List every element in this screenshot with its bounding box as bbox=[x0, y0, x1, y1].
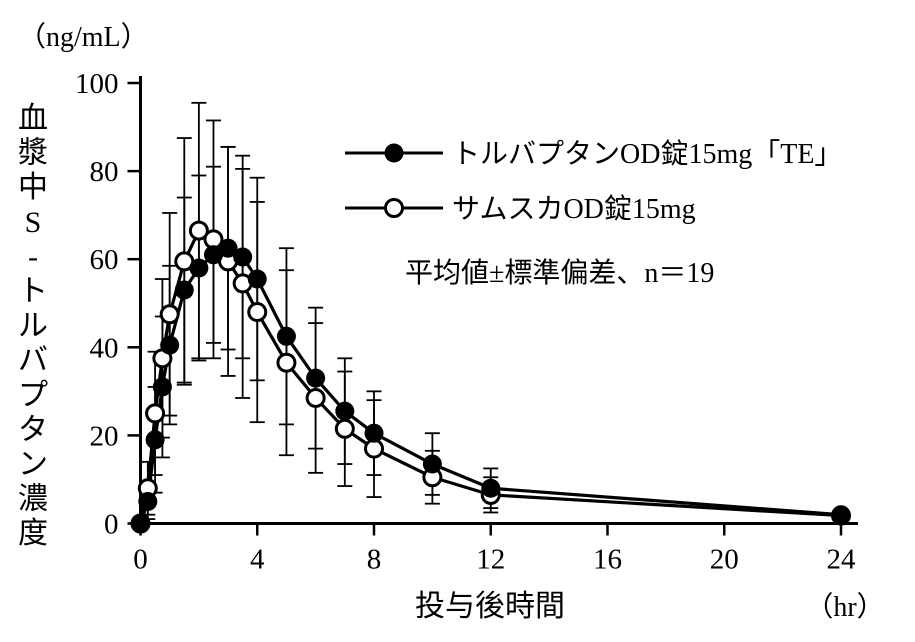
data-point-filled-circle bbox=[138, 491, 158, 511]
legend-label: サムスカOD錠15mg bbox=[452, 193, 696, 225]
data-point-filled-circle bbox=[481, 478, 501, 498]
x-axis-title: 投与後時間 bbox=[415, 590, 565, 623]
y-tick-label: 40 bbox=[90, 332, 119, 364]
data-point-filled-circle bbox=[152, 377, 172, 397]
y-axis-title-char: ン bbox=[18, 448, 48, 481]
x-axis-unit-label: （hr） bbox=[805, 591, 884, 623]
y-axis-title-char: ル bbox=[18, 310, 48, 343]
data-point-filled-circle bbox=[276, 326, 296, 346]
legend-marker-open-circle bbox=[384, 198, 404, 218]
data-point-filled-circle bbox=[160, 335, 180, 355]
data-point-open-circle bbox=[188, 220, 209, 241]
y-axis-title-char: 濃 bbox=[18, 483, 48, 516]
y-axis-title-char: タ bbox=[18, 413, 48, 446]
x-tick-label: 12 bbox=[476, 544, 505, 576]
x-tick-label: 20 bbox=[710, 544, 739, 576]
data-point-filled-circle bbox=[233, 247, 253, 267]
y-axis-title-char: S bbox=[25, 206, 42, 239]
x-tick-label: 16 bbox=[593, 544, 622, 576]
y-axis-title-char: 中 bbox=[18, 171, 48, 204]
data-point-open-circle bbox=[159, 304, 180, 325]
data-point-filled-circle bbox=[335, 401, 355, 421]
y-tick-label: 60 bbox=[90, 244, 119, 276]
x-tick-label: 8 bbox=[367, 544, 382, 576]
data-point-open-circle bbox=[305, 387, 326, 408]
y-axis-unit-label: （ng/mL） bbox=[18, 21, 149, 53]
y-axis-title-char: バ bbox=[18, 344, 48, 377]
y-tick-label: 100 bbox=[75, 68, 119, 100]
y-axis-title-char: 血 bbox=[18, 102, 48, 135]
data-point-filled-circle bbox=[247, 269, 267, 289]
data-point-filled-circle bbox=[831, 505, 851, 525]
y-axis-title-char: - bbox=[28, 240, 38, 273]
data-point-filled-circle bbox=[218, 238, 238, 258]
data-point-filled-circle bbox=[131, 514, 150, 533]
y-axis-title-char: 漿 bbox=[18, 137, 48, 170]
data-point-filled-circle bbox=[364, 423, 384, 443]
y-axis-title-char: 度 bbox=[18, 517, 48, 550]
legend-label: トルバプタンOD錠15mg「TE」 bbox=[452, 138, 842, 170]
annotation-mean-sd: 平均値±標準偏差、n＝19 bbox=[405, 257, 714, 289]
data-point-filled-circle bbox=[189, 258, 209, 278]
x-tick-label: 0 bbox=[133, 544, 148, 576]
data-point-filled-circle bbox=[306, 368, 326, 388]
data-point-filled-circle bbox=[422, 454, 442, 474]
y-axis-title-char: ト bbox=[18, 275, 48, 308]
y-tick-label: 20 bbox=[90, 420, 119, 452]
x-tick-label: 4 bbox=[250, 544, 265, 576]
data-point-open-circle bbox=[276, 352, 297, 373]
data-point-open-circle bbox=[247, 302, 268, 323]
data-point-filled-circle bbox=[203, 245, 223, 265]
legend-marker-filled-circle bbox=[384, 143, 404, 163]
y-tick-label: 80 bbox=[90, 156, 119, 188]
data-point-filled-circle bbox=[145, 430, 165, 450]
data-point-open-circle bbox=[334, 418, 355, 439]
data-point-open-circle bbox=[145, 403, 166, 424]
y-axis-title-char: プ bbox=[18, 379, 48, 412]
data-point-filled-circle bbox=[174, 280, 194, 300]
x-tick-label: 24 bbox=[827, 544, 857, 576]
y-tick-label: 0 bbox=[104, 509, 119, 541]
